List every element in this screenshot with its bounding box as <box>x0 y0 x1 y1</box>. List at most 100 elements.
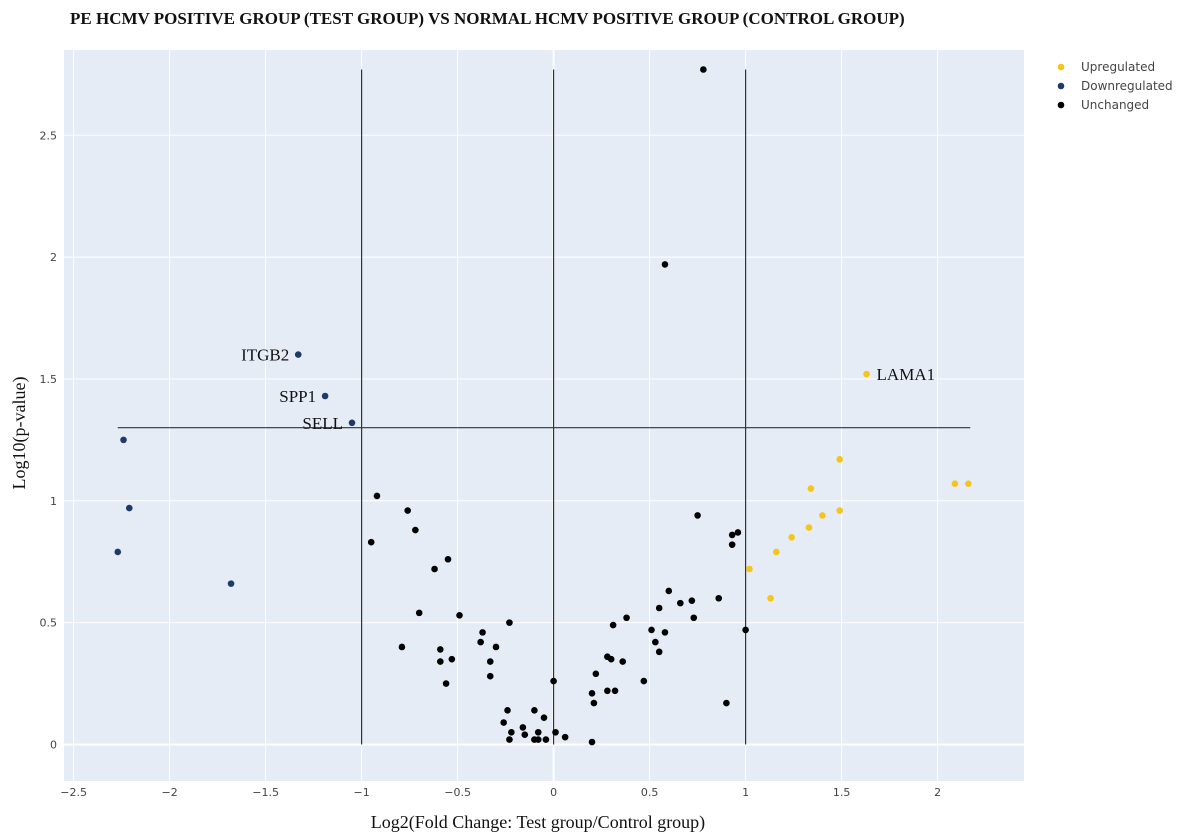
point-unchanged <box>492 643 500 651</box>
chart-title: PE HCMV POSITIVE GROUP (TEST GROUP) VS N… <box>70 9 905 28</box>
data-points <box>114 66 972 746</box>
x-tick-label: 1 <box>742 786 749 799</box>
point-unchanged <box>655 604 663 612</box>
legend-marker-unchanged <box>1057 101 1065 109</box>
y-tick-label: 1.5 <box>40 373 58 386</box>
plot-area <box>64 50 1024 781</box>
point-unchanged <box>431 565 438 573</box>
point-downregulated <box>227 580 235 587</box>
point-unchanged <box>561 733 569 741</box>
point-downregulated <box>120 436 127 444</box>
annotation-sell: SELL <box>302 414 343 433</box>
point-unchanged <box>506 736 513 743</box>
point-unchanged <box>437 646 444 653</box>
x-tick-label: 1.5 <box>833 786 851 799</box>
y-tick-label: 0 <box>50 738 57 751</box>
point-unchanged <box>456 612 463 619</box>
point-unchanged <box>728 531 736 539</box>
legend-marker-upregulated <box>1057 63 1065 71</box>
point-unchanged <box>415 609 423 617</box>
point-unchanged <box>504 707 511 714</box>
point-unchanged <box>665 587 673 595</box>
point-upregulated <box>836 456 843 463</box>
point-unchanged <box>688 597 696 604</box>
x-tick-label: 0 <box>550 786 557 799</box>
point-unchanged <box>694 512 701 519</box>
point-unchanged <box>540 714 548 721</box>
point-upregulated <box>746 565 753 573</box>
tick-labels: −2.5 −2 −1.5 −1 −0.5 0 0.5 1 1.5 2 0 0.5 1 1.5 2 2.5 <box>40 129 942 799</box>
legend-label-upregulated[interactable]: Upregulated <box>1081 60 1155 74</box>
point-unchanged <box>734 529 742 536</box>
x-tick-label: −2 <box>161 786 177 799</box>
point-upregulated <box>836 507 843 514</box>
legend-label-unchanged[interactable]: Unchanged <box>1081 98 1149 112</box>
point-downregulated <box>294 351 302 358</box>
point-unchanged <box>508 728 515 736</box>
point-unchanged <box>486 672 494 680</box>
point-unchanged <box>655 648 663 656</box>
x-axis-title: Log2(Fold Change: Test group/Control gro… <box>371 812 705 833</box>
annotation-spp1: SPP1 <box>279 387 316 406</box>
annotations: LAMA1 ITGB2 SPP1 SELL <box>241 346 935 433</box>
point-upregulated <box>951 480 959 488</box>
x-tick-label: 2 <box>934 786 941 799</box>
point-downregulated <box>321 392 329 400</box>
point-unchanged <box>367 538 375 546</box>
point-unchanged <box>661 629 669 636</box>
point-upregulated <box>819 512 826 519</box>
point-unchanged <box>652 638 659 646</box>
point-upregulated <box>767 594 774 602</box>
point-unchanged <box>398 643 406 651</box>
point-unchanged <box>542 736 550 743</box>
legend-label-downregulated[interactable]: Downregulated <box>1081 79 1173 93</box>
point-upregulated <box>863 370 870 378</box>
point-unchanged <box>590 699 598 707</box>
point-unchanged <box>607 655 615 663</box>
point-upregulated <box>788 534 795 541</box>
annotation-lama1: LAMA1 <box>877 365 936 384</box>
legend: Upregulated Downregulated Unchanged <box>1057 60 1173 112</box>
point-unchanged <box>742 626 749 634</box>
y-tick-label: 2 <box>50 251 57 264</box>
point-downregulated <box>114 548 122 556</box>
point-unchanged <box>486 658 494 665</box>
point-unchanged <box>700 66 707 73</box>
point-unchanged <box>619 658 627 665</box>
point-unchanged <box>550 677 557 685</box>
point-unchanged <box>444 555 452 563</box>
point-unchanged <box>661 261 669 268</box>
point-unchanged <box>611 687 619 695</box>
point-unchanged <box>519 724 527 731</box>
point-unchanged <box>404 507 411 514</box>
x-tick-label: −1 <box>353 786 369 799</box>
point-downregulated <box>125 504 133 512</box>
point-unchanged <box>677 599 684 607</box>
point-unchanged <box>588 689 596 697</box>
point-unchanged <box>592 670 600 678</box>
point-unchanged <box>373 492 381 500</box>
y-tick-label: 0.5 <box>40 617 58 630</box>
point-unchanged <box>500 719 507 726</box>
point-upregulated <box>805 524 813 531</box>
point-unchanged <box>479 629 486 636</box>
point-unchanged <box>604 687 611 695</box>
point-unchanged <box>448 655 456 663</box>
point-unchanged <box>690 614 698 622</box>
point-unchanged <box>609 621 617 629</box>
y-tick-label: 1 <box>50 495 57 508</box>
point-unchanged <box>437 658 444 665</box>
point-unchanged <box>531 707 538 714</box>
point-unchanged <box>534 736 542 743</box>
point-unchanged <box>648 626 655 634</box>
point-unchanged <box>442 680 450 687</box>
point-unchanged <box>640 677 648 685</box>
point-unchanged <box>623 614 630 622</box>
point-downregulated <box>348 419 356 427</box>
point-upregulated <box>773 548 780 556</box>
x-tick-label: 0.5 <box>641 786 659 799</box>
point-unchanged <box>723 699 730 707</box>
point-unchanged <box>521 731 529 739</box>
x-tick-label: −1.5 <box>252 786 279 799</box>
